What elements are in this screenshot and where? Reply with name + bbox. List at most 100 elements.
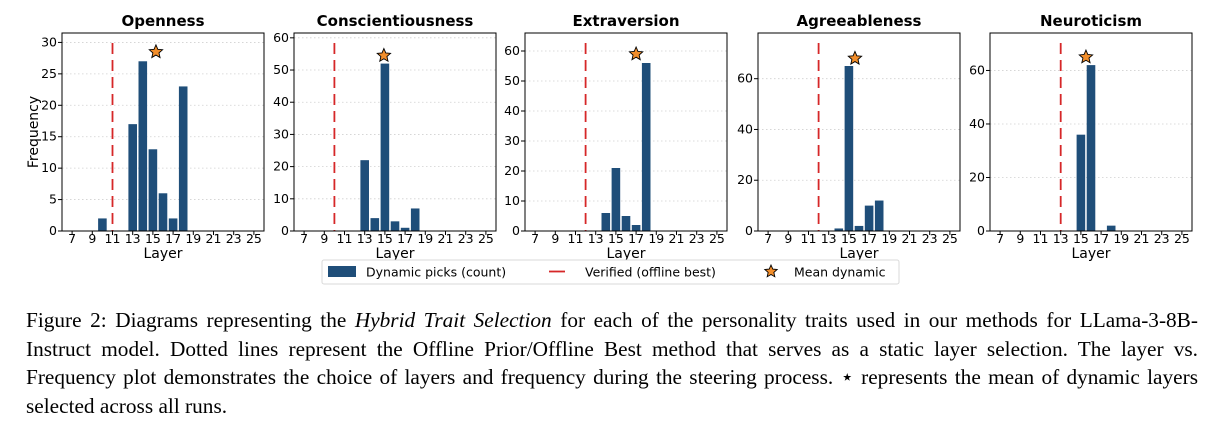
bar-layer-15 (380, 63, 390, 232)
caption-italic: Hybrid Trait Selection (354, 308, 552, 332)
chart-panel-openness: 7 9 11 13 15 17 19 21 23 25 0 5 10 15 20 25 30 Openness La… (26, 12, 265, 262)
x-tick-label: 23 (922, 231, 938, 246)
legend-bar-swatch (328, 266, 356, 277)
panel-title: Agreeableness (797, 12, 922, 30)
chart-panel-agreeableness: 7 9 11 13 15 17 19 21 23 25 0 20 40 60 Agreeableness La… (737, 12, 961, 262)
x-axis-label: Layer (839, 246, 878, 262)
plot-frame (293, 32, 497, 232)
x-tick-label: 19 (417, 231, 433, 246)
y-tick-label: 10 (504, 193, 520, 208)
chart-panel-extraversion: 7 9 11 13 15 17 19 21 23 25 0 10 20 30 40 50 60 Extravers… (504, 12, 728, 262)
bar-layer-18 (1106, 225, 1116, 231)
chart-figure: 7 9 11 13 15 17 19 21 23 25051015202530OpennessLa… (26, 12, 1193, 285)
x-tick-label: 17 (861, 231, 877, 246)
x-tick-label: 19 (185, 231, 201, 246)
bar-layer-14 (370, 218, 380, 231)
bar-layer-14 (601, 213, 611, 231)
y-tick-label: 10 (41, 160, 57, 175)
x-tick-label: 9 (551, 231, 559, 246)
x-tick-label: 11 (337, 231, 353, 246)
x-tick-label: 21 (206, 231, 222, 246)
y-tick-label: 20 (41, 97, 57, 112)
mean-dynamic-star (376, 47, 392, 63)
x-tick-label: 9 (88, 231, 96, 246)
x-tick-label: 15 (377, 231, 393, 246)
plot-frame (989, 32, 1193, 232)
bar-layer-13 (128, 124, 137, 231)
caption-suffix: for each of the personality traits used … (26, 308, 1198, 418)
mean-dynamic-star (847, 50, 863, 65)
y-tick-label: 10 (273, 191, 289, 206)
x-tick-label: 21 (1134, 231, 1150, 246)
y-tick-label: 40 (273, 94, 289, 109)
x-tick-label: 17 (165, 231, 181, 246)
x-tick-label: 17 (1093, 231, 1109, 246)
caption-prefix: Figure 2: Diagrams representing the (26, 308, 355, 332)
figure-caption: Figure 2: Diagrams representing the Hybr… (26, 306, 1198, 420)
x-tick-label: 25 (1174, 231, 1190, 246)
x-tick-label: 19 (881, 231, 897, 246)
x-tick-label: 7 (300, 231, 308, 246)
x-tick-label: 13 (1053, 231, 1069, 246)
y-tick-label: 30 (273, 126, 289, 141)
plot-frame (61, 32, 265, 232)
bar-layer-16 (390, 221, 400, 231)
x-tick-label: 21 (669, 231, 685, 246)
y-tick-label: 60 (273, 30, 289, 45)
legend-star-swatch (763, 263, 779, 278)
y-tick-label: 50 (273, 62, 289, 77)
bar-layer-10 (98, 218, 107, 231)
y-tick-label: 20 (969, 169, 985, 184)
y-tick-label: 40 (504, 103, 520, 118)
bar-layer-14 (834, 228, 844, 231)
bar-layer-18 (874, 200, 884, 231)
y-tick-label: 20 (504, 163, 520, 178)
bar-layer-17 (631, 225, 641, 231)
mean-dynamic-star (1078, 48, 1094, 64)
y-tick-label: 60 (504, 43, 520, 58)
bar-layer-13 (360, 160, 369, 231)
x-tick-label: 11 (105, 231, 121, 246)
x-tick-label: 13 (821, 231, 837, 246)
y-tick-label: 20 (737, 172, 753, 187)
y-tick-label: 0 (512, 223, 520, 238)
x-tick-label: 23 (1154, 231, 1170, 246)
x-tick-label: 21 (438, 231, 454, 246)
x-tick-label: 25 (709, 231, 725, 246)
x-tick-label: 7 (68, 231, 76, 246)
bar-layer-15 (1076, 134, 1086, 231)
panel-title: Extraversion (572, 12, 679, 30)
panel-title: Conscientiousness (317, 12, 474, 30)
x-tick-label: 19 (1113, 231, 1129, 246)
x-tick-label: 9 (320, 231, 328, 246)
x-tick-label: 15 (145, 231, 161, 246)
x-tick-label: 7 (996, 231, 1004, 246)
legend-label-mean-dynamic: Mean dynamic (794, 265, 886, 280)
bar-layer-18 (410, 208, 420, 231)
chart-panel-neuroticism: 7 9 11 13 15 17 19 21 23 25 0 20 40 60 Neuroticism Laye… (969, 12, 1193, 262)
chart-panel-conscientiousness: 7 9 11 13 15 17 19 21 23 25 0 10 20 30 40 50 60 Conscient… (273, 12, 497, 262)
plot-frame (757, 32, 961, 232)
y-tick-label: 25 (41, 66, 57, 81)
bar-layer-17 (864, 205, 874, 231)
x-tick-label: 13 (357, 231, 373, 246)
x-tick-label: 23 (458, 231, 474, 246)
y-tick-label: 20 (273, 159, 289, 174)
y-tick-label: 0 (977, 223, 985, 238)
legend: Dynamic picks (count) Verified (offline b… (321, 259, 900, 285)
x-tick-label: 9 (784, 231, 792, 246)
bar-layer-18 (641, 63, 651, 231)
x-axis-label: Layer (1071, 246, 1110, 262)
bar-layer-16 (1086, 65, 1096, 231)
x-tick-label: 21 (902, 231, 918, 246)
mean-dynamic-star (148, 43, 164, 59)
x-axis-label: Layer (143, 246, 182, 262)
x-tick-label: 13 (125, 231, 141, 246)
bar-layer-16 (158, 193, 168, 231)
legend-label-verified: Verified (offline best) (585, 265, 716, 280)
x-tick-label: 7 (531, 231, 539, 246)
x-tick-label: 25 (246, 231, 262, 246)
x-tick-label: 11 (568, 231, 584, 246)
x-tick-label: 9 (1016, 231, 1024, 246)
bar-layer-18 (178, 86, 188, 231)
